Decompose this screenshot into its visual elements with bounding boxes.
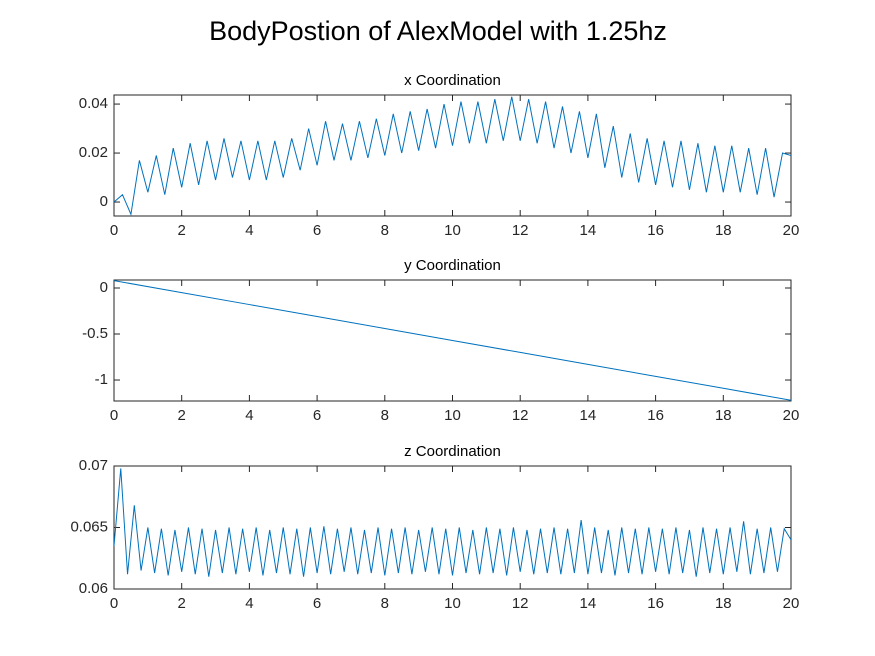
y-tick-label: 0.065: [70, 518, 108, 535]
x-tick-label: 2: [178, 407, 186, 424]
y-tick-label: 0.04: [79, 95, 108, 112]
y-tick-label: 0.02: [79, 144, 108, 161]
data-line: [114, 96, 791, 216]
x-tick-label: 10: [444, 595, 461, 612]
x-tick-label: 18: [715, 407, 732, 424]
x-tick-label: 12: [512, 595, 529, 612]
x-tick-label: 4: [245, 407, 253, 424]
y-tick-label: 0.06: [79, 580, 108, 597]
axes-box: [113, 465, 792, 590]
x-tick-label: 4: [245, 222, 253, 239]
x-tick-label: 16: [647, 222, 664, 239]
x-tick-label: 12: [512, 407, 529, 424]
x-tick-label: 0: [110, 407, 118, 424]
y-tick-label: 0: [100, 193, 108, 210]
y-tick-label: 0: [100, 279, 108, 296]
x-tick-label: 14: [580, 595, 597, 612]
axes-box: [113, 94, 792, 217]
x-tick-label: 2: [178, 595, 186, 612]
x-tick-label: 8: [381, 222, 389, 239]
x-tick-label: 20: [783, 222, 800, 239]
x-tick-label: 2: [178, 222, 186, 239]
y-tick-label: -1: [95, 371, 108, 388]
x-tick-label: 16: [647, 595, 664, 612]
x-tick-label: 10: [444, 222, 461, 239]
subplot-title: y Coordination: [404, 257, 501, 274]
x-tick-label: 14: [580, 407, 597, 424]
subplot-title: z Coordination: [404, 443, 501, 460]
x-tick-label: 0: [110, 595, 118, 612]
x-tick-label: 20: [783, 407, 800, 424]
x-tick-label: 18: [715, 595, 732, 612]
x-tick-label: 6: [313, 407, 321, 424]
data-line: [114, 468, 791, 577]
x-tick-label: 12: [512, 222, 529, 239]
x-tick-label: 8: [381, 407, 389, 424]
x-tick-label: 10: [444, 407, 461, 424]
x-tick-label: 0: [110, 222, 118, 239]
y-tick-label: -0.5: [82, 325, 108, 342]
x-tick-label: 18: [715, 222, 732, 239]
x-tick-label: 16: [647, 407, 664, 424]
x-tick-label: 6: [313, 222, 321, 239]
data-line: [114, 280, 791, 401]
x-tick-label: 4: [245, 595, 253, 612]
x-tick-label: 8: [381, 595, 389, 612]
x-tick-label: 14: [580, 222, 597, 239]
x-tick-label: 6: [313, 595, 321, 612]
figure-title: BodyPostion of AlexModel with 1.25hz: [209, 16, 667, 46]
x-tick-label: 20: [783, 595, 800, 612]
y-tick-label: 0.07: [79, 457, 108, 474]
subplot-title: x Coordination: [404, 72, 501, 89]
